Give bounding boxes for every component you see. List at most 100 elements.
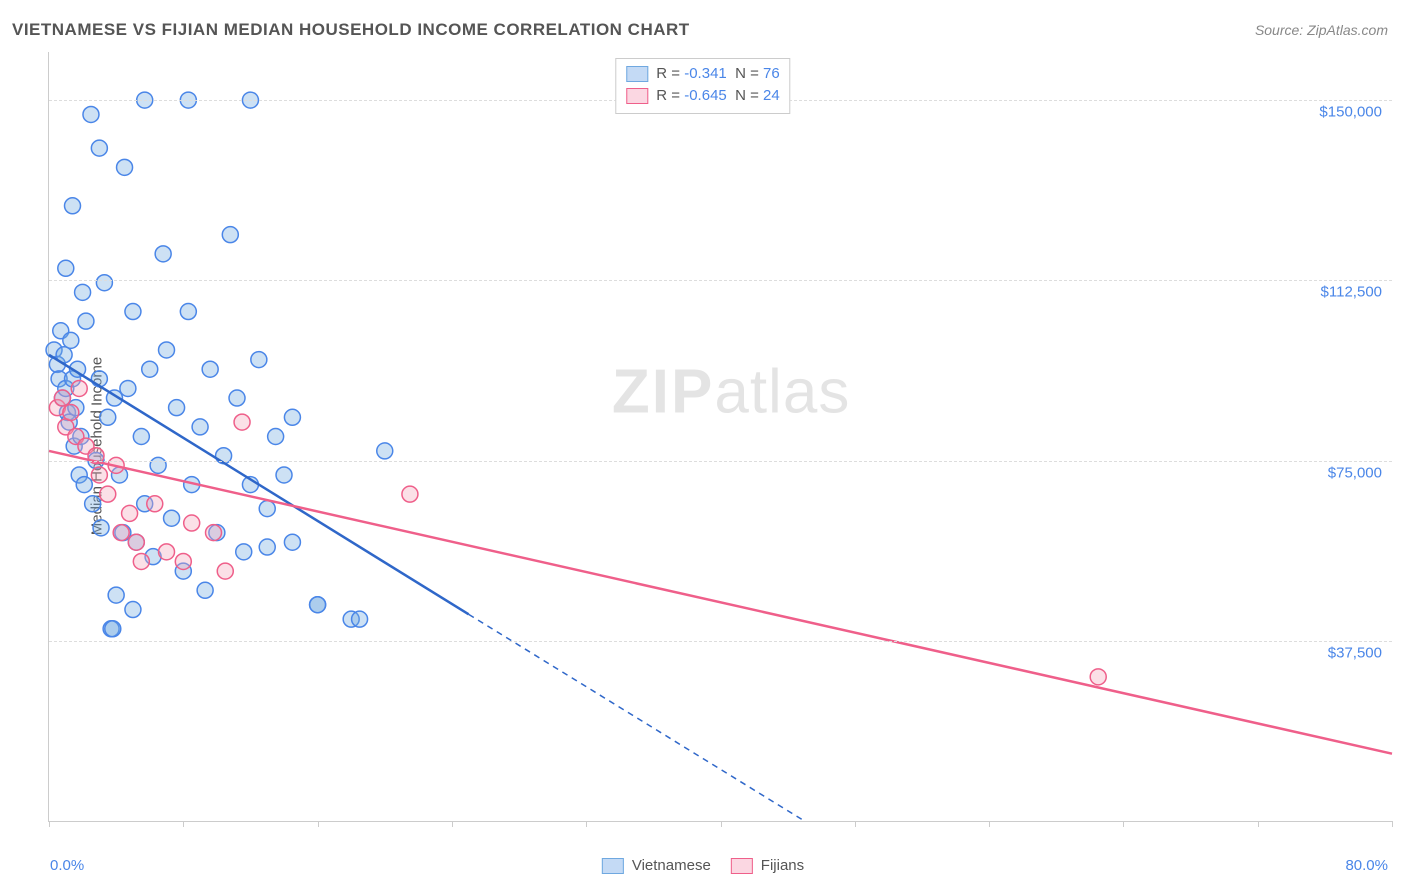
scatter-point [63,332,79,348]
scatter-point [142,361,158,377]
legend-swatch [626,88,648,104]
y-tick-label: $37,500 [1328,644,1382,661]
scatter-point [78,313,94,329]
scatter-point [91,467,107,483]
legend-series-item: Vietnamese [602,857,711,874]
scatter-point [217,563,233,579]
legend-swatch [602,858,624,874]
scatter-point [169,400,185,416]
scatter-point [180,304,196,320]
trend-line-dashed [469,614,805,821]
gridline [49,641,1392,642]
scatter-point [251,352,267,368]
scatter-point [229,390,245,406]
scatter-point [259,501,275,517]
scatter-point [159,544,175,560]
scatter-point [122,505,138,521]
scatter-point [175,553,191,569]
scatter-point [310,597,326,613]
legend-correlation-row: R = -0.645 N = 24 [626,85,779,107]
x-tick [452,821,453,827]
legend-series-label: Fijians [761,857,804,874]
scatter-point [1090,669,1106,685]
trend-line [49,451,1392,754]
scatter-point [259,539,275,555]
plot-area: $37,500 $75,000 $112,500 $150,000 [48,52,1392,822]
y-tick-label: $112,500 [1321,284,1382,301]
x-tick [49,821,50,827]
source-name: ZipAtlas.com [1307,22,1388,38]
scatter-point [100,486,116,502]
scatter-point [234,414,250,430]
scatter-point [276,467,292,483]
scatter-point [85,496,101,512]
scatter-point [133,553,149,569]
chart-title: VIETNAMESE VS FIJIAN MEDIAN HOUSEHOLD IN… [12,20,690,40]
x-tick [183,821,184,827]
legend-correlation-text: R = -0.645 N = 24 [656,85,779,107]
y-tick-label: $150,000 [1319,104,1382,121]
x-tick [855,821,856,827]
x-axis-max-label: 80.0% [1345,857,1388,874]
scatter-point [63,404,79,420]
scatter-point [147,496,163,512]
scatter-point [284,409,300,425]
scatter-point [236,544,252,560]
scatter-point [76,477,92,493]
scatter-point [352,611,368,627]
scatter-point [133,429,149,445]
scatter-point [93,520,109,536]
scatter-point [159,342,175,358]
scatter-point [206,525,222,541]
scatter-point [71,380,87,396]
scatter-point [75,284,91,300]
legend-correlation: R = -0.341 N = 76R = -0.645 N = 24 [615,58,790,114]
scatter-point [184,515,200,531]
scatter-point [100,409,116,425]
scatter-point [54,390,70,406]
x-tick [1392,821,1393,827]
x-tick [721,821,722,827]
scatter-point [108,587,124,603]
x-tick [586,821,587,827]
gridline [49,280,1392,281]
scatter-point [117,159,133,175]
legend-series-item: Fijians [731,857,804,874]
scatter-point [155,246,171,262]
legend-correlation-row: R = -0.341 N = 76 [626,63,779,85]
legend-swatch [626,66,648,82]
scatter-point [125,602,141,618]
scatter-point [197,582,213,598]
plot-svg [49,52,1392,821]
legend-correlation-text: R = -0.341 N = 76 [656,63,779,85]
scatter-point [268,429,284,445]
scatter-point [96,275,112,291]
scatter-point [164,510,180,526]
scatter-point [125,304,141,320]
x-tick [989,821,990,827]
x-tick [1123,821,1124,827]
scatter-point [377,443,393,459]
scatter-point [83,106,99,122]
chart-source: Source: ZipAtlas.com [1255,22,1388,38]
scatter-point [91,140,107,156]
scatter-point [222,227,238,243]
chart-container: VIETNAMESE VS FIJIAN MEDIAN HOUSEHOLD IN… [0,0,1406,892]
legend-series: Vietnamese Fijians [602,857,804,874]
source-prefix: Source: [1255,22,1307,38]
scatter-point [402,486,418,502]
scatter-point [284,534,300,550]
legend-series-label: Vietnamese [632,857,711,874]
scatter-point [91,371,107,387]
scatter-point [113,525,129,541]
scatter-point [65,198,81,214]
x-tick [318,821,319,827]
x-axis-min-label: 0.0% [50,857,84,874]
scatter-point [120,380,136,396]
x-tick [1258,821,1259,827]
trend-line [49,355,469,615]
y-tick-label: $75,000 [1328,464,1382,481]
scatter-point [58,260,74,276]
scatter-point [105,621,121,637]
legend-swatch [731,858,753,874]
